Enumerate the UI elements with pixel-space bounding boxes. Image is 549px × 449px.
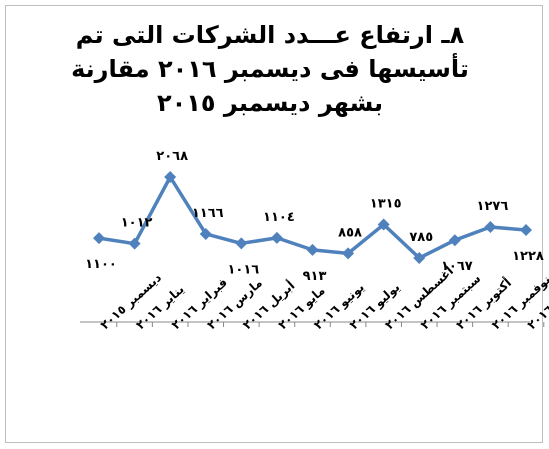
data-label: ١٢٢٨ bbox=[512, 249, 544, 264]
x-tick-marks bbox=[116, 322, 545, 327]
chart-title-line-3: بشهر ديسمبر ٢٠١٥ bbox=[156, 89, 384, 117]
data-label: ١٣١٥ bbox=[370, 197, 402, 212]
data-point bbox=[306, 243, 319, 256]
data-point bbox=[235, 237, 248, 250]
data-points bbox=[93, 171, 532, 264]
chart-frame bbox=[5, 5, 543, 443]
data-label: ٩١٣ bbox=[303, 269, 327, 284]
data-label: ١١٦٦ bbox=[192, 206, 224, 221]
data-label: ١١٠٤ bbox=[263, 210, 295, 225]
x-tick-label: ديسمبر ٢٠١٥ bbox=[98, 270, 164, 332]
data-point bbox=[484, 221, 497, 234]
data-point bbox=[342, 247, 355, 260]
chart-title: ٨ـ ارتفاع عـــدد الشركات التى تم تأسيسها… bbox=[20, 18, 520, 120]
data-point bbox=[270, 231, 283, 244]
data-point bbox=[413, 252, 426, 264]
data-label: ١٠١٦ bbox=[227, 262, 259, 277]
data-point bbox=[199, 227, 212, 240]
data-point bbox=[128, 237, 141, 250]
data-point bbox=[93, 232, 105, 245]
data-label: ٨٥٨ bbox=[338, 225, 362, 240]
data-label: ١٠١٢ bbox=[121, 216, 153, 231]
data-labels: ١١٠٠ ١٠١٢ ٢٠٦٨ ١١٦٦ ١٠١٦ ١١٠٤ ٩١٣ ٨٥٨ ١٣١٥ ٧٨٥ ١٠٦… bbox=[85, 149, 544, 284]
chart-title-line-2: تأسيسها فى ديسمبر ٢٠١٦ مقارنة bbox=[71, 55, 469, 83]
data-label: ٧٨٥ bbox=[409, 230, 433, 245]
chart-title-line-1: ٨ـ ارتفاع عـــدد الشركات التى تم bbox=[75, 21, 465, 49]
data-point bbox=[520, 224, 532, 237]
data-point bbox=[377, 218, 390, 231]
data-point bbox=[164, 171, 177, 183]
data-label: ١٠٦٧ bbox=[441, 259, 473, 274]
data-label: ١١٠٠ bbox=[85, 257, 117, 272]
data-label: ١٢٧٦ bbox=[477, 199, 509, 214]
data-label: ٢٠٦٨ bbox=[156, 149, 188, 164]
data-point bbox=[448, 234, 461, 247]
